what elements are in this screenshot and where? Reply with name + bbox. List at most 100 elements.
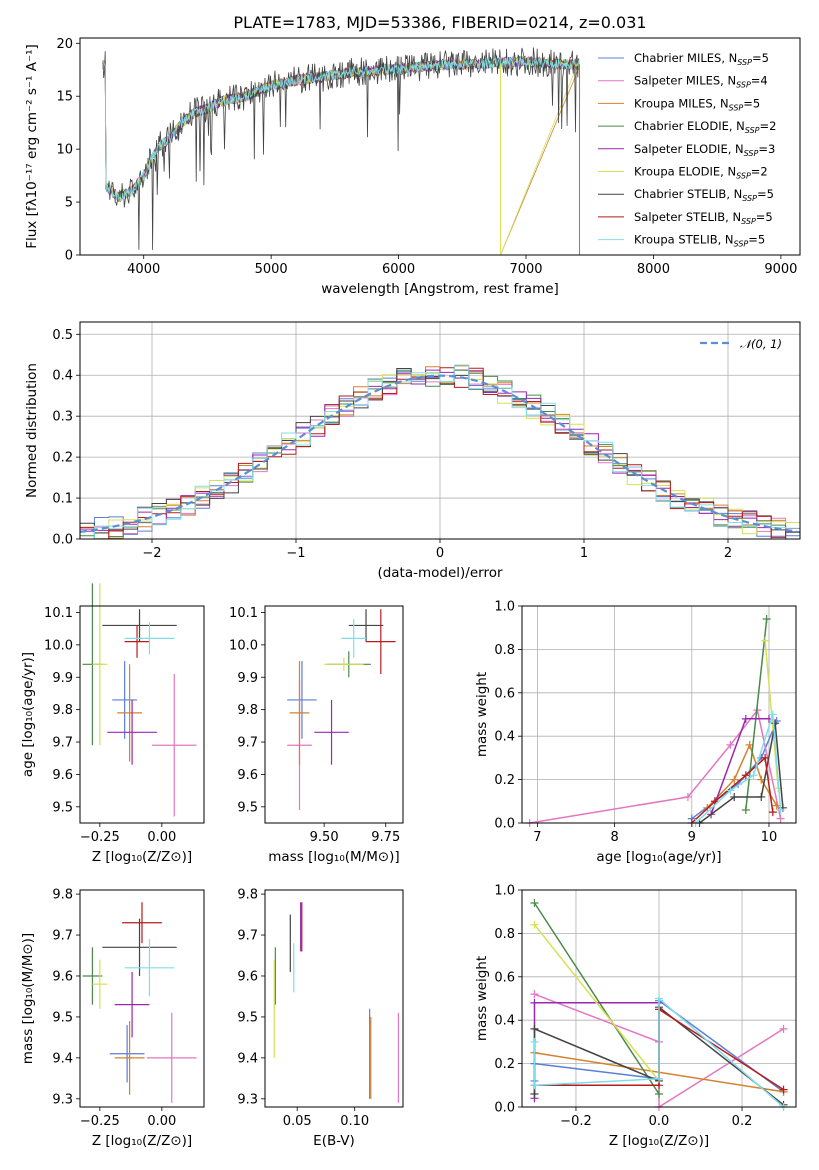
data-point (124, 625, 150, 658)
y-tick-label: 9.4 (52, 1051, 73, 1066)
legend-suffix: =5 (752, 51, 769, 65)
data-point (109, 1025, 145, 1083)
legend-suffix: =5 (748, 233, 765, 247)
y-tick-label: 0.5 (52, 328, 73, 343)
y-tick-label: 9.5 (52, 800, 73, 815)
data-point (102, 609, 177, 642)
x-tick-label: 2 (724, 546, 732, 561)
y-tick-label: 9.6 (52, 768, 73, 783)
legend-subscript: SSP (736, 81, 751, 90)
data-point (112, 661, 138, 739)
series-marker (730, 792, 739, 801)
legend: 𝒩(0, 1) (700, 337, 782, 351)
legend-text: Salpeter MILES, N (634, 74, 736, 88)
series-marker (530, 1081, 539, 1090)
x-tick-label: 7000 (509, 262, 542, 277)
series-lines (530, 899, 788, 1111)
y-tick-label: 9.7 (237, 929, 258, 944)
series-marker (683, 792, 692, 801)
data-point (324, 657, 364, 671)
legend-label: Kroupa MILES, NSSP=5 (634, 96, 760, 112)
y-tick-label: 9.9 (237, 671, 258, 686)
y-tick-label: 0.6 (494, 970, 515, 985)
x-axis-label: mass [log₁₀(M/M⊙)] (268, 849, 399, 865)
y-tick-label: 10.1 (44, 606, 73, 621)
x-axis-label: Z [log₁₀(Z/Z⊙)] (92, 849, 192, 865)
series-lines (525, 615, 787, 827)
legend-text: Kroupa STELIB, N (634, 233, 734, 247)
y-tick-label: 0.1 (52, 492, 73, 507)
x-tick-label: 0.2 (732, 1114, 753, 1129)
legend-suffix: =2 (760, 119, 777, 133)
y-tick-label: 0.0 (52, 533, 73, 548)
legend-label: 𝒩(0, 1) (740, 337, 782, 351)
y-tick-label: 0.8 (494, 927, 515, 942)
spectrum-lines (102, 47, 581, 255)
y-tick-label: 0.6 (494, 686, 515, 701)
y-tick-label: 9.8 (52, 888, 73, 903)
legend-suffix: =4 (751, 74, 768, 88)
y-tick-label: 15 (56, 90, 73, 105)
y-tick-label: 0.2 (494, 1057, 515, 1072)
data-point (146, 1012, 197, 1103)
x-tick-label: 1 (580, 546, 588, 561)
x-tick-label: −0.25 (80, 1114, 120, 1129)
y-tick-label: 9.5 (52, 1010, 73, 1025)
series-marker (779, 1024, 788, 1033)
x-tick-label: 8 (610, 830, 618, 845)
series-marker (768, 710, 777, 719)
panel-residuals: −2 −1 0 1 2 0.0 0.1 0.2 0.3 0.4 0.5 (data-model)/er… (24, 321, 801, 581)
series-marker (776, 805, 785, 814)
data-point (348, 609, 384, 642)
data-point (124, 622, 175, 655)
data-point (341, 618, 367, 658)
y-tick-label: 9.8 (52, 703, 73, 718)
series-line-0 (691, 720, 778, 820)
axes-frame (264, 605, 404, 824)
y-tick-label: 0.2 (494, 773, 515, 788)
series-marker (726, 740, 735, 749)
legend-subscript: SSP (744, 149, 759, 158)
legend-label: Salpeter MILES, NSSP=4 (634, 74, 768, 90)
legend-subscript: SSP (737, 58, 752, 67)
x-tick-label: −2 (142, 546, 161, 561)
y-axis-label: Flux [fλ10⁻¹⁷ erg cm⁻² s⁻¹ A⁻¹] (24, 44, 40, 249)
data-point (82, 947, 103, 1005)
spectrum-line-6 (102, 47, 580, 250)
y-tick-label: 9.6 (52, 969, 73, 984)
x-tick-label: 8000 (637, 262, 670, 277)
y-axis-label: mass weight (474, 672, 490, 757)
y-tick-label: 10.0 (44, 638, 73, 653)
figure-title: PLATE=1783, MJD=53386, FIBERID=0214, z=0… (233, 13, 646, 32)
legend-subscript: SSP (741, 217, 756, 226)
data-point (92, 959, 108, 1009)
legend-subscript: SSP (742, 194, 757, 203)
series-marker (772, 801, 781, 810)
errorbars (287, 609, 396, 811)
series-marker (655, 1089, 663, 1098)
panel-mass-weight-vs-age: 7 8 9 10 0.0 0.2 0.4 0.6 0.8 1.0 age [log₁₀(age/yr… (474, 600, 797, 865)
x-tick-label: 0.05 (283, 1114, 312, 1129)
x-tick-label: 9000 (764, 262, 797, 277)
axes-frame (79, 605, 205, 824)
x-tick-label: 5000 (255, 262, 288, 277)
legend-suffix: =3 (758, 142, 775, 156)
series-marker (530, 1037, 539, 1046)
histogram-series-8 (80, 364, 800, 539)
plot-area (80, 322, 800, 540)
panel-spectrum: 4000 5000 6000 7000 8000 9000 0 5 10 15 20 waveleng… (24, 37, 801, 297)
legend-label: Chabrier ELODIE, NSSP=2 (634, 119, 776, 135)
data-point (122, 902, 162, 944)
axes-frame (521, 889, 797, 1108)
x-tick-label: 6000 (382, 262, 415, 277)
legend-suffix: =2 (751, 165, 768, 179)
legend-label: Salpeter ELODIE, NSSP=3 (634, 142, 775, 158)
data-point (287, 661, 317, 739)
axes-frame (521, 605, 797, 824)
legend-text: Chabrier STELIB, N (634, 187, 742, 201)
series-marker (749, 771, 758, 780)
y-tick-label: 10 (56, 143, 73, 158)
x-axis-label: Z [log₁₀(Z/Z⊙)] (609, 1133, 709, 1149)
legend-label: Chabrier MILES, NSSP=5 (634, 51, 769, 67)
